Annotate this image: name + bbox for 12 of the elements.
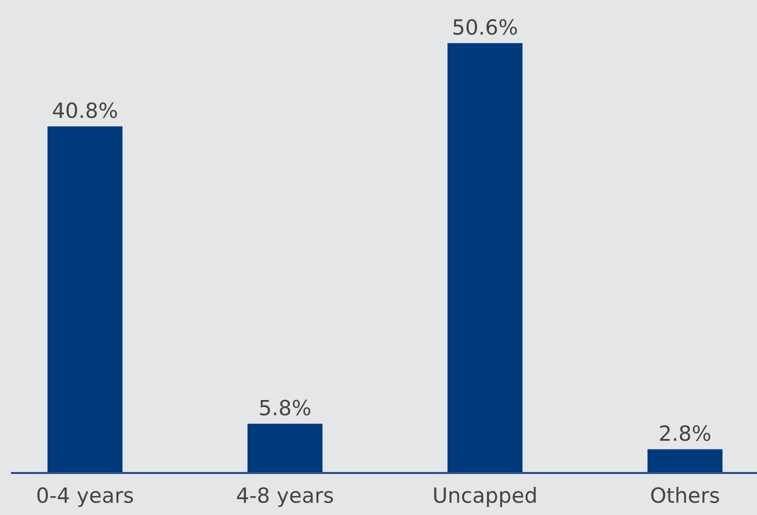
bar xyxy=(448,43,522,473)
data-label: 5.8% xyxy=(260,400,310,416)
data-label: 2.8% xyxy=(660,425,710,442)
x-tick-label: 4-8 years xyxy=(237,487,333,508)
x-tick-label: Others xyxy=(651,486,719,504)
data-label: 40.8% xyxy=(52,102,117,118)
x-tick-label: 0-4 years xyxy=(37,487,133,508)
bar xyxy=(648,449,722,473)
data-label: 50.6% xyxy=(454,19,517,35)
bar xyxy=(48,126,122,473)
x-tick-label: Uncapped xyxy=(434,486,536,508)
bar xyxy=(248,424,322,473)
